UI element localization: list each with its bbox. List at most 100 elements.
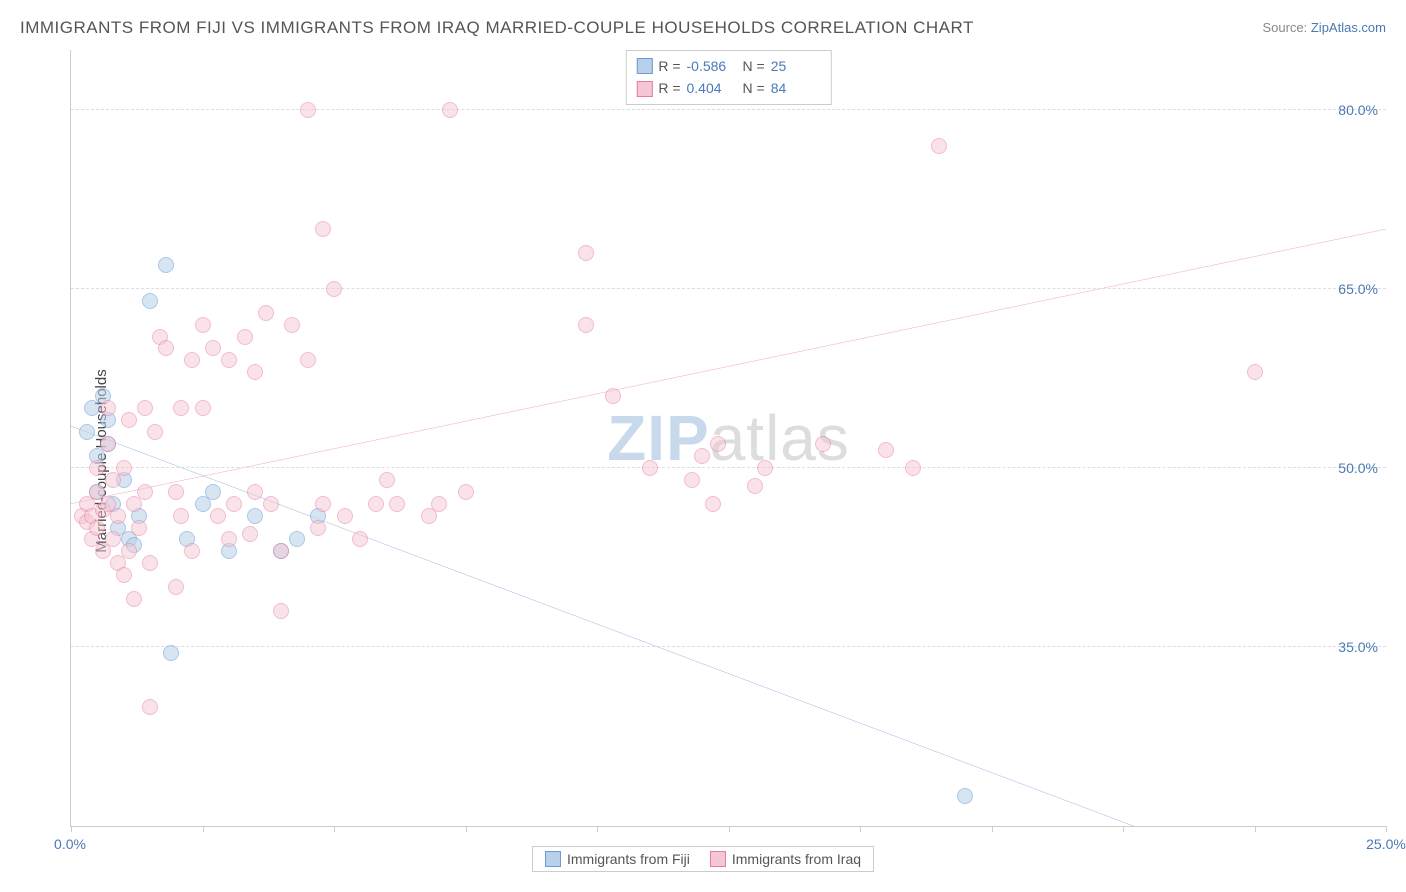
chart-container: Married-couple Households ZIPatlas R =-0… <box>20 50 1386 872</box>
data-point <box>205 340 221 356</box>
legend-label: Immigrants from Fiji <box>567 851 690 867</box>
stat-r-value: 0.404 <box>687 77 737 99</box>
data-point <box>89 460 105 476</box>
x-tick-label: 25.0% <box>1366 836 1406 852</box>
data-point <box>705 496 721 512</box>
x-tick <box>1123 826 1124 832</box>
source-link[interactable]: ZipAtlas.com <box>1311 20 1386 35</box>
data-point <box>210 508 226 524</box>
data-point <box>757 460 773 476</box>
stat-r-label: R = <box>658 55 680 77</box>
x-tick <box>1255 826 1256 832</box>
stat-n-label: N = <box>743 77 765 99</box>
data-point <box>1247 364 1263 380</box>
x-tick <box>334 826 335 832</box>
y-tick-label: 35.0% <box>1338 639 1378 655</box>
data-point <box>79 424 95 440</box>
y-tick-label: 65.0% <box>1338 281 1378 297</box>
data-point <box>110 508 126 524</box>
stats-row: R = -0.586 N = 25 <box>636 55 820 77</box>
data-point <box>352 531 368 547</box>
data-point <box>205 484 221 500</box>
data-point <box>121 412 137 428</box>
data-point <box>315 221 331 237</box>
data-point <box>195 400 211 416</box>
data-point <box>116 567 132 583</box>
x-tick-label: 0.0% <box>54 836 86 852</box>
gridline-horizontal <box>71 646 1386 647</box>
legend-item: Immigrants from Fiji <box>545 851 690 867</box>
data-point <box>710 436 726 452</box>
data-point <box>147 424 163 440</box>
data-point <box>263 496 279 512</box>
regression-line <box>71 426 1134 826</box>
data-point <box>389 496 405 512</box>
data-point <box>142 293 158 309</box>
legend-swatch <box>636 58 652 74</box>
legend-swatch <box>545 851 561 867</box>
data-point <box>137 484 153 500</box>
data-point <box>289 531 305 547</box>
data-point <box>368 496 384 512</box>
stat-r-label: R = <box>658 77 680 99</box>
legend-item: Immigrants from Iraq <box>710 851 861 867</box>
data-point <box>315 496 331 512</box>
data-point <box>184 543 200 559</box>
data-point <box>116 460 132 476</box>
data-point <box>173 508 189 524</box>
data-point <box>258 305 274 321</box>
gridline-horizontal <box>71 109 1386 110</box>
data-point <box>247 364 263 380</box>
data-point <box>957 788 973 804</box>
data-point <box>273 543 289 559</box>
data-point <box>100 436 116 452</box>
gridline-horizontal <box>71 288 1386 289</box>
data-point <box>168 484 184 500</box>
data-point <box>605 388 621 404</box>
source-attribution: Source: ZipAtlas.com <box>1262 20 1386 35</box>
data-point <box>247 508 263 524</box>
chart-title: IMMIGRANTS FROM FIJI VS IMMIGRANTS FROM … <box>20 18 974 38</box>
x-tick <box>597 826 598 832</box>
x-tick <box>71 826 72 832</box>
regression-line <box>71 229 1386 504</box>
data-point <box>226 496 242 512</box>
data-point <box>137 400 153 416</box>
stat-r-value: -0.586 <box>687 55 737 77</box>
stat-n-value: 25 <box>771 55 821 77</box>
x-tick <box>203 826 204 832</box>
data-point <box>100 400 116 416</box>
data-point <box>684 472 700 488</box>
watermark-zip: ZIP <box>607 402 710 474</box>
data-point <box>642 460 658 476</box>
data-point <box>173 400 189 416</box>
data-point <box>184 352 200 368</box>
x-tick <box>1386 826 1387 832</box>
stat-n-label: N = <box>743 55 765 77</box>
data-point <box>221 352 237 368</box>
y-tick-label: 50.0% <box>1338 460 1378 476</box>
legend-label: Immigrants from Iraq <box>732 851 861 867</box>
data-point <box>221 531 237 547</box>
legend-swatch <box>636 81 652 97</box>
data-point <box>195 317 211 333</box>
data-point <box>142 555 158 571</box>
stats-row: R =0.404N =84 <box>636 77 820 99</box>
regression-lines <box>71 50 1386 826</box>
data-point <box>431 496 447 512</box>
data-point <box>905 460 921 476</box>
data-point <box>747 478 763 494</box>
data-point <box>878 442 894 458</box>
x-tick <box>729 826 730 832</box>
data-point <box>131 520 147 536</box>
data-point <box>379 472 395 488</box>
data-point <box>284 317 300 333</box>
data-point <box>578 317 594 333</box>
y-tick-label: 80.0% <box>1338 102 1378 118</box>
data-point <box>300 352 316 368</box>
data-point <box>337 508 353 524</box>
bottom-legend: Immigrants from Fiji Immigrants from Iraq <box>532 846 874 872</box>
plot-area: ZIPatlas R =-0.586N =25R =0.404N =84 35.… <box>70 50 1386 827</box>
data-point <box>273 603 289 619</box>
data-point <box>694 448 710 464</box>
